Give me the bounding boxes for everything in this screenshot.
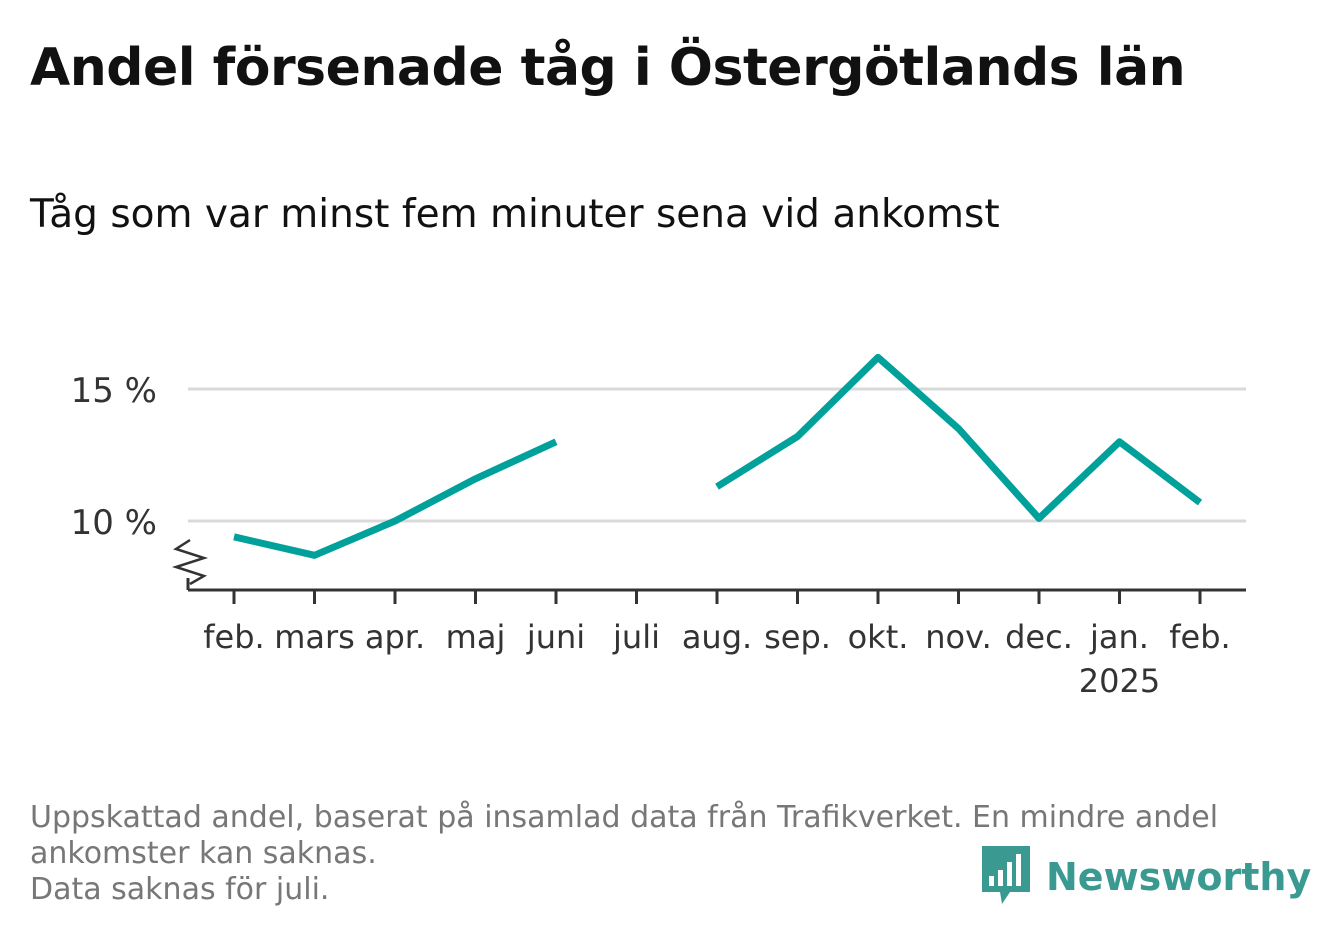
brand-name: Newsworthy [1046,855,1312,899]
footnote-line-3: Data saknas för juli. [30,872,330,907]
line-chart: 10 % 15 % feb. mars apr. maj juni juli aug. sep.… [71,353,1246,700]
series-lines [233,353,1203,559]
x-year-label: 2025 [1079,662,1160,700]
series-line [715,353,1203,522]
x-tick-label: feb. [1169,618,1230,656]
x-tick-label: jan. [1089,618,1149,656]
x-tick-label: nov. [925,618,991,656]
x-tick-label: maj [446,618,506,656]
x-axis-ticks: feb. mars apr. maj juni juli aug. sep. okt. nov. d… [203,590,1231,700]
x-tick-label: dec. [1005,618,1073,656]
x-tick-label: feb. [203,618,264,656]
chart-title: Andel försenade tåg i Östergötlands län [30,38,1186,98]
footnote-line-2: ankomster kan saknas. [30,836,377,871]
x-tick-label: juni [526,618,585,656]
y-tick-label: 10 % [71,503,157,543]
x-tick-label: mars [274,618,355,656]
bar-chart-logo-icon [982,846,1030,904]
x-tick-label: okt. [848,618,909,656]
footnote-line-1: Uppskattad andel, baserat på insamlad da… [30,800,1219,835]
x-tick-label: sep. [764,618,831,656]
series-line [233,438,558,559]
x-tick-label: aug. [682,618,752,656]
chart-subtitle: Tåg som var minst fem minuter sena vid a… [30,192,1000,237]
x-tick-label: juli [612,618,660,656]
y-axis-ticks: 10 % 15 % [71,371,157,543]
axis-break-icon [171,538,209,586]
x-tick-label: apr. [365,618,425,656]
newsworthy-logo: Newsworthy [980,846,1311,908]
y-tick-label: 15 % [71,371,157,411]
grid-lines [188,387,1246,523]
footnote: Uppskattad andel, baserat på insamlad da… [30,800,1280,908]
